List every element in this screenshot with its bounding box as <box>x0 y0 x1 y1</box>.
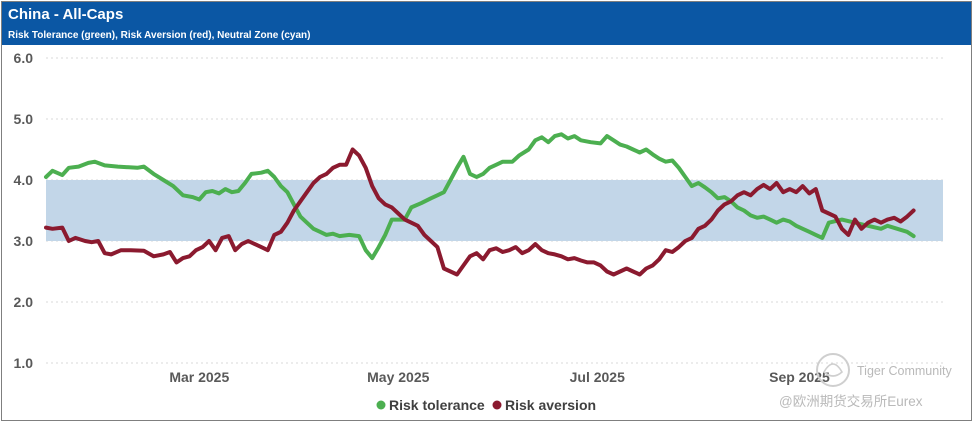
legend-aversion-label: Risk aversion <box>505 397 596 413</box>
x-tick-label: Sep 2025 <box>769 369 830 385</box>
legend-tolerance-label: Risk tolerance <box>389 397 485 413</box>
watermark-brand: Tiger Community <box>857 364 952 378</box>
legend-aversion-marker <box>492 400 502 410</box>
risk-tolerance-line[interactable] <box>44 132 916 261</box>
legend-tolerance-marker <box>376 400 386 410</box>
x-tick-label: May 2025 <box>367 369 429 385</box>
risk-aversion-line[interactable] <box>44 147 916 277</box>
y-tick-label: 6.0 <box>14 50 34 66</box>
chart-header: China - All-Caps Risk Tolerance (green),… <box>2 2 971 45</box>
chart-legend: Risk tolerance Risk aversion <box>376 397 597 413</box>
tiger-logo-icon <box>816 353 850 387</box>
y-tick-label: 5.0 <box>14 111 34 127</box>
x-tick-label: Jul 2025 <box>570 369 625 385</box>
chart-subtitle: Risk Tolerance (green), Risk Aversion (r… <box>8 30 311 41</box>
chart-title: China - All-Caps <box>8 6 124 23</box>
y-tick-label: 2.0 <box>14 294 34 310</box>
legend-item-risk-tolerance[interactable]: Risk tolerance <box>376 397 485 413</box>
y-tick-label: 1.0 <box>14 355 34 371</box>
watermark: Tiger Community @欧洲期货交易所Eurex <box>779 353 952 409</box>
y-tick-label: 3.0 <box>14 233 34 249</box>
x-tick-label: Mar 2025 <box>169 369 229 385</box>
y-tick-label: 4.0 <box>14 172 34 188</box>
legend-item-risk-aversion[interactable]: Risk aversion <box>492 397 597 413</box>
watermark-handle: @欧洲期货交易所Eurex <box>779 393 923 409</box>
